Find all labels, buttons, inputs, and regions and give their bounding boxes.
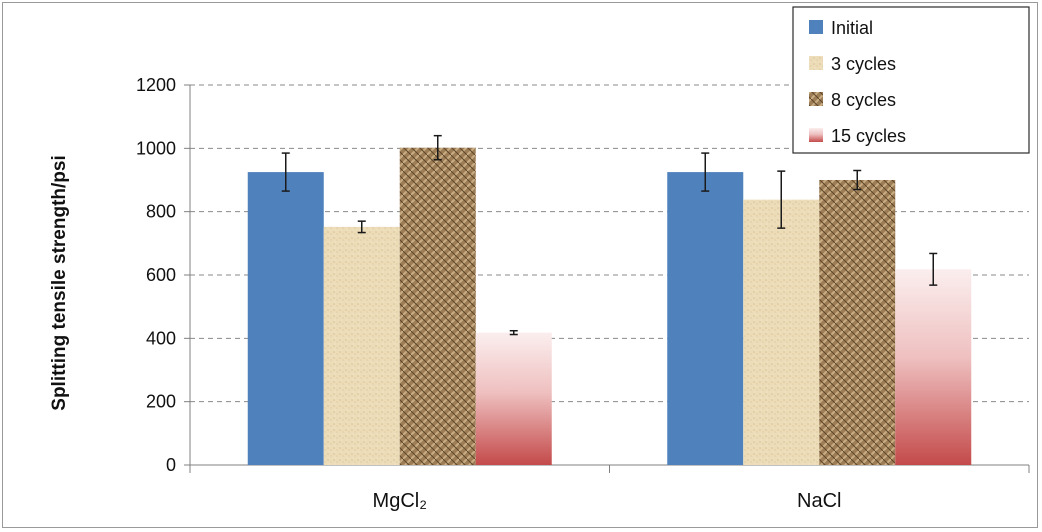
y-tick-label: 1200 — [136, 75, 176, 95]
bar-chart: 0 200 400 600 800 1000 1200 Splitting tensile s… — [49, 6, 1030, 512]
legend-swatch — [809, 128, 823, 142]
y-tick-label: 400 — [146, 328, 176, 348]
legend-label: 8 cycles — [831, 90, 896, 110]
category-label: NaCl — [797, 490, 841, 512]
legend-swatch — [809, 56, 823, 70]
bar-8-cycles-0 — [399, 147, 476, 465]
y-tick-label: 800 — [146, 202, 176, 222]
legend-swatch — [809, 92, 823, 106]
legend-label: 3 cycles — [831, 54, 896, 74]
y-tick-label: 600 — [146, 265, 176, 285]
legend-label: Initial — [831, 18, 873, 38]
category-label: MgCl₂ — [373, 490, 427, 512]
legend-swatch — [809, 20, 823, 34]
legend-label: 15 cycles — [831, 126, 906, 146]
bar-initial-0 — [247, 172, 324, 466]
y-tick-label: 0 — [166, 455, 176, 475]
bar-15-cycles-1 — [895, 269, 972, 465]
bar-3-cycles-1 — [743, 199, 820, 465]
bar-15-cycles-0 — [475, 332, 552, 465]
bar-3-cycles-0 — [323, 226, 400, 465]
bar-8-cycles-1 — [819, 180, 896, 465]
y-axis-label: Splitting tensile strength/psi — [49, 155, 70, 410]
y-tick-label: 1000 — [136, 138, 176, 158]
legend-box — [792, 6, 1030, 154]
bar-initial-1 — [667, 172, 744, 466]
y-tick-label: 200 — [146, 392, 176, 412]
